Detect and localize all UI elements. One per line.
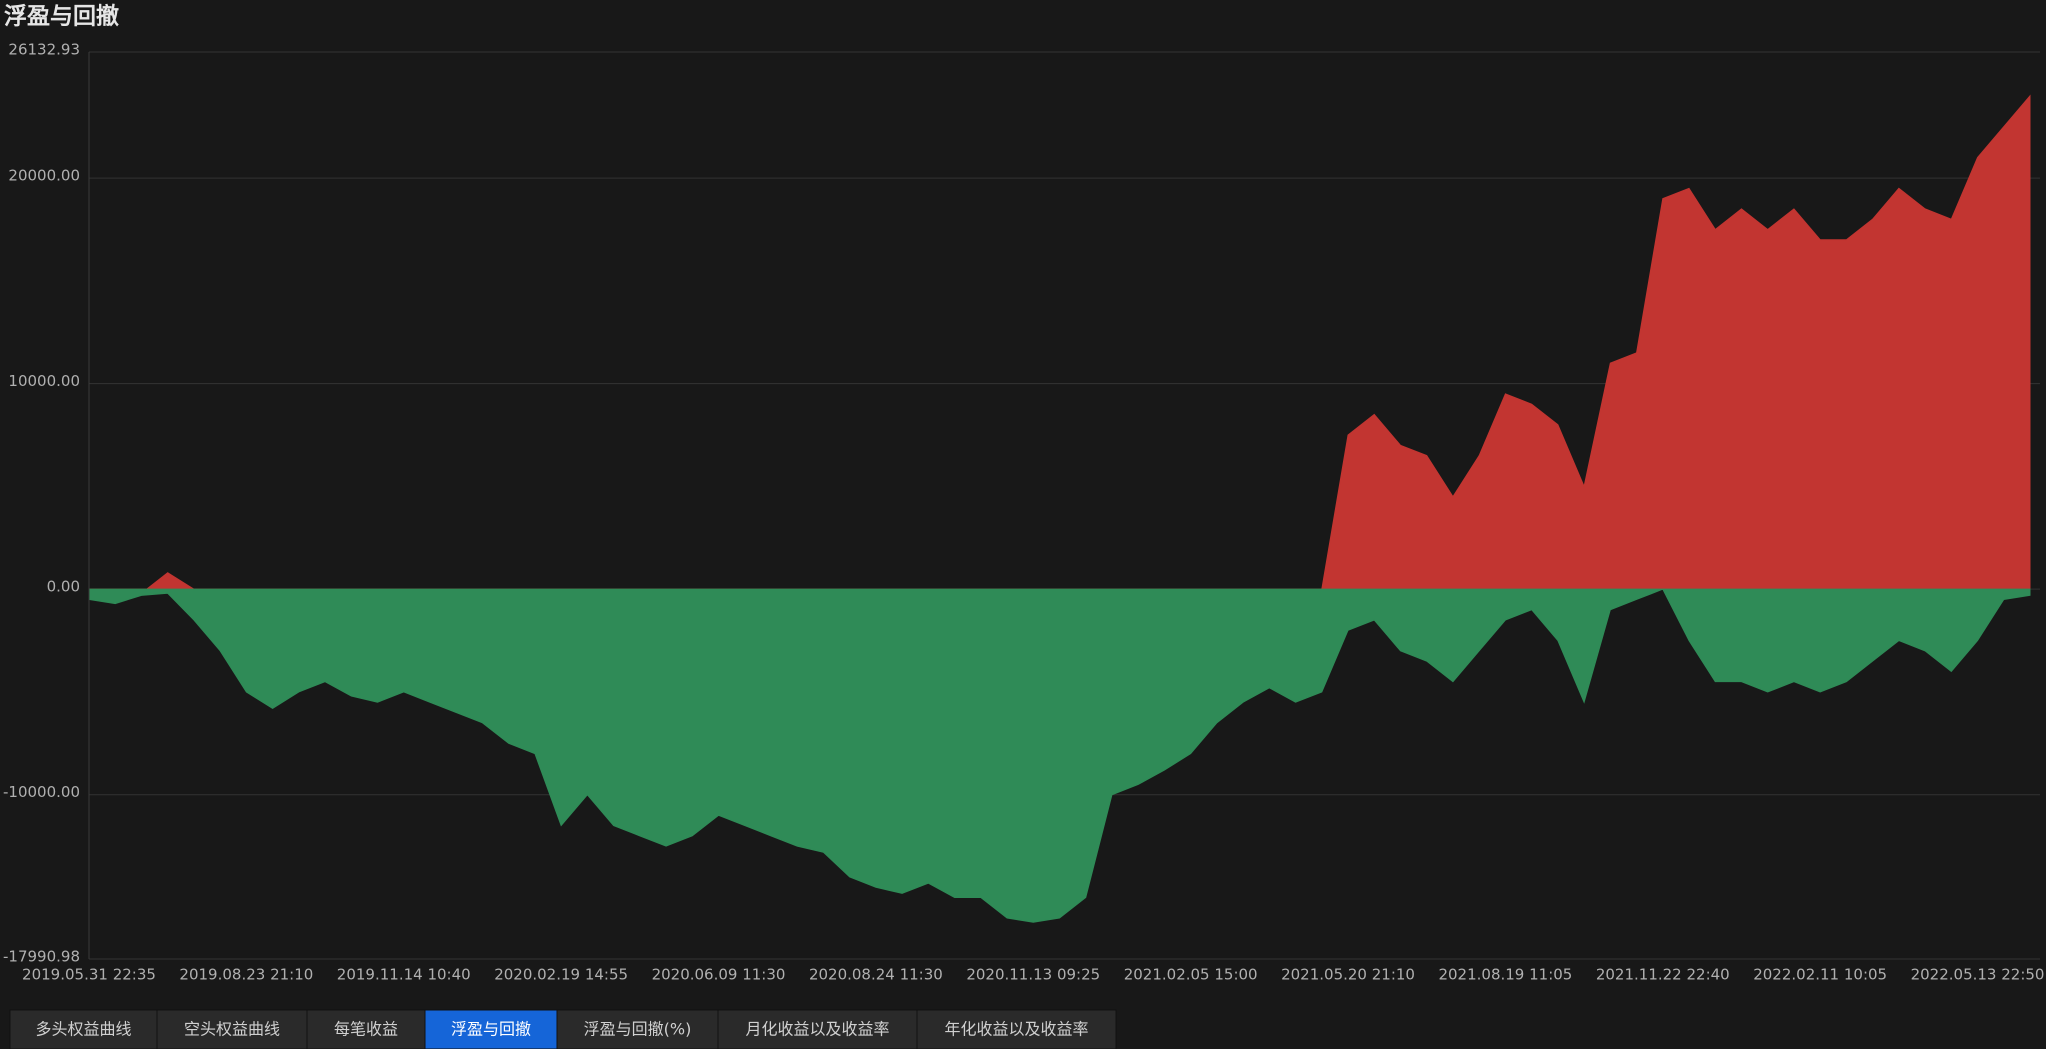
- x-tick-label: 2021.05.20 21:10: [1281, 966, 1415, 984]
- tab-label[interactable]: 每笔收益: [334, 1020, 398, 1039]
- x-tick-label: 2020.11.13 09:25: [966, 966, 1100, 984]
- y-tick-label: 0.00: [47, 578, 80, 596]
- y-tick-label: 10000.00: [8, 372, 80, 390]
- tab[interactable]: [556, 1009, 719, 1049]
- y-tick-label: 26132.93: [8, 41, 80, 59]
- y-tick-label: -17990.98: [3, 948, 80, 966]
- x-tick-label: 2020.06.09 11:30: [652, 966, 786, 984]
- x-tick-label: 2020.08.24 11:30: [809, 966, 943, 984]
- tab-label[interactable]: 年化收益以及收益率: [944, 1020, 1088, 1039]
- x-tick-label: 2022.02.11 10:05: [1753, 966, 1887, 984]
- tab-label[interactable]: 浮盈与回撤(%): [584, 1020, 692, 1039]
- tab-label[interactable]: 月化收益以及收益率: [745, 1020, 889, 1039]
- tab-label[interactable]: 浮盈与回撤: [451, 1020, 531, 1039]
- x-tick-label: 2022.05.13 22:50: [1911, 966, 2045, 984]
- tab-label[interactable]: 空头权益曲线: [184, 1020, 280, 1039]
- tab[interactable]: [156, 1009, 308, 1049]
- x-tick-label: 2019.11.14 10:40: [337, 966, 471, 984]
- plot-area: [88, 51, 2040, 960]
- tab-label[interactable]: 多头权益曲线: [35, 1020, 131, 1039]
- y-tick-label: -10000.00: [3, 783, 80, 801]
- area: [88, 588, 2031, 923]
- tab[interactable]: [306, 1009, 426, 1049]
- tab[interactable]: [916, 1009, 1117, 1049]
- x-tick-label: 2021.08.19 11:05: [1438, 966, 1572, 984]
- tab-bar: 多头权益曲线 空头权益曲线 每笔收益 浮盈与回撤 浮盈与回撤(%) 月化收益以及收益率 年化…: [9, 1009, 1117, 1049]
- y-tick-label: 20000.00: [8, 167, 80, 185]
- area: [88, 94, 2031, 600]
- x-tick-label: 2021.02.05 15:00: [1124, 966, 1258, 984]
- x-tick-label: 2019.08.23 21:10: [179, 966, 313, 984]
- chart-title: 浮盈与回撤: [4, 3, 119, 30]
- x-tick-label: 2020.02.19 14:55: [494, 966, 628, 984]
- tab[interactable]: [424, 1009, 558, 1049]
- x-tick-label: 2019.05.31 22:35: [22, 966, 156, 984]
- tab[interactable]: [9, 1009, 158, 1049]
- x-tick-label: 2021.11.22 22:40: [1596, 966, 1730, 984]
